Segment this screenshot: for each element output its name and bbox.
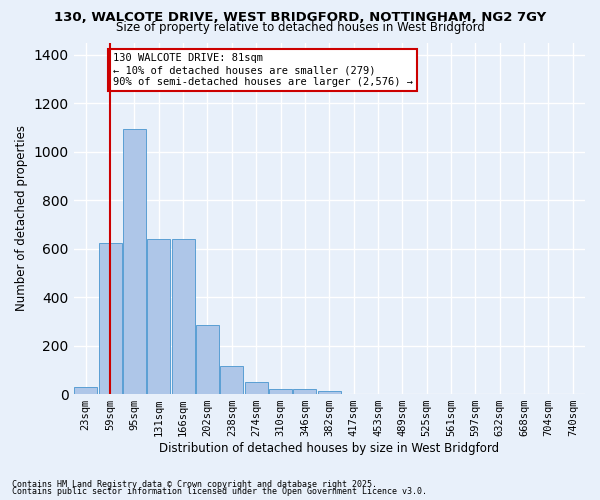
Bar	[293, 389, 316, 394]
Y-axis label: Number of detached properties: Number of detached properties	[15, 126, 28, 312]
Text: Contains public sector information licensed under the Open Government Licence v3: Contains public sector information licen…	[12, 487, 427, 496]
Text: Size of property relative to detached houses in West Bridgford: Size of property relative to detached ho…	[116, 22, 484, 35]
Bar	[269, 389, 292, 394]
Bar	[196, 325, 219, 394]
X-axis label: Distribution of detached houses by size in West Bridgford: Distribution of detached houses by size …	[159, 442, 499, 455]
Bar	[147, 239, 170, 394]
Bar	[220, 366, 244, 394]
Bar	[172, 239, 195, 394]
Bar	[318, 391, 341, 394]
Bar	[74, 387, 97, 394]
Text: 130 WALCOTE DRIVE: 81sqm
← 10% of detached houses are smaller (279)
90% of semi-: 130 WALCOTE DRIVE: 81sqm ← 10% of detach…	[113, 54, 413, 86]
Bar	[98, 242, 122, 394]
Bar	[123, 128, 146, 394]
Bar	[245, 382, 268, 394]
Text: Contains HM Land Registry data © Crown copyright and database right 2025.: Contains HM Land Registry data © Crown c…	[12, 480, 377, 489]
Text: 130, WALCOTE DRIVE, WEST BRIDGFORD, NOTTINGHAM, NG2 7GY: 130, WALCOTE DRIVE, WEST BRIDGFORD, NOTT…	[54, 11, 546, 24]
